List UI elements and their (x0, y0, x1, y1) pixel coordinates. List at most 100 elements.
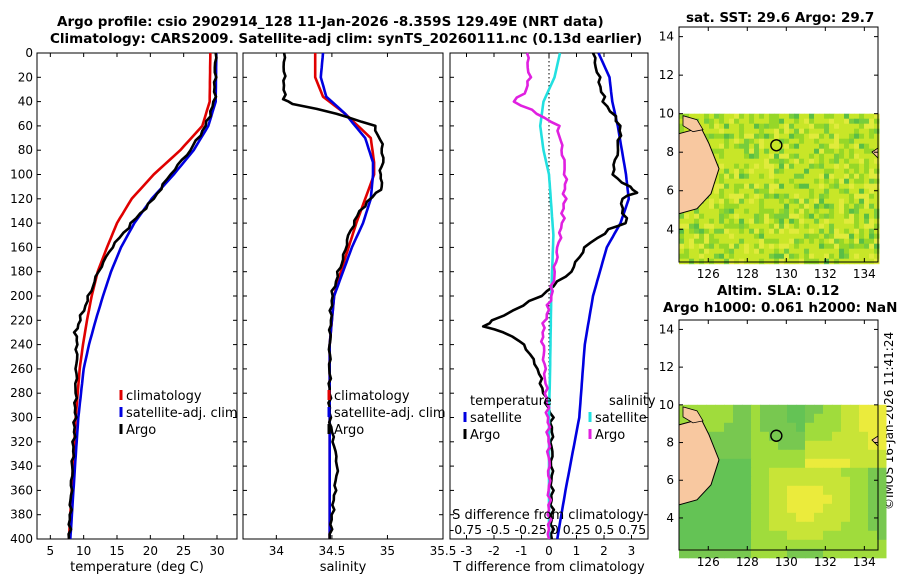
map-grid-cell (814, 188, 820, 195)
map-grid-cell (841, 467, 851, 478)
map-grid-cell (796, 503, 806, 514)
map-grid-cell (789, 228, 795, 235)
map-grid-cell (719, 208, 725, 215)
map-grid-cell (834, 133, 840, 140)
map-grid-cell (794, 143, 800, 150)
map-grid-cell (760, 503, 770, 514)
map-grid-cell (834, 253, 840, 260)
map-grid-cell (809, 158, 815, 165)
map-grid-cell (760, 458, 770, 469)
map-grid-cell (809, 253, 815, 260)
map-grid-cell (694, 258, 700, 265)
map-grid-cell (854, 168, 860, 175)
map-grid-cell (819, 168, 825, 175)
map-grid-cell (824, 163, 830, 170)
map-grid-cell (709, 198, 715, 205)
map-grid-cell (794, 243, 800, 250)
map-grid-cell (829, 163, 835, 170)
map-grid-cell (699, 248, 705, 255)
map-grid-cell (859, 178, 865, 185)
map-grid-cell (706, 494, 716, 505)
map-grid-cell (799, 253, 805, 260)
map-grid-cell (789, 208, 795, 215)
map-grid-cell (864, 193, 870, 200)
map-grid-cell (814, 243, 820, 250)
map-grid-cell (859, 258, 865, 265)
map-grid-cell (854, 188, 860, 195)
map-grid-cell (819, 248, 825, 255)
map-grid-cell (699, 213, 705, 220)
map-grid-cell (859, 233, 865, 240)
map-grid-cell (784, 213, 790, 220)
map-grid-cell (859, 503, 869, 514)
map-grid-cell (824, 248, 830, 255)
map-grid-cell (778, 467, 788, 478)
map-grid-cell (709, 208, 715, 215)
map-grid-cell (874, 143, 880, 150)
map-grid-cell (832, 521, 842, 532)
map-grid-cell (679, 530, 689, 541)
map-grid-cell (874, 203, 880, 210)
map-grid-cell (814, 449, 824, 460)
map-grid-cell (809, 213, 815, 220)
map-grid-cell (864, 203, 870, 210)
map-grid-cell (874, 233, 880, 240)
map-grid-cell (809, 238, 815, 245)
map-grid-cell (719, 148, 725, 155)
diff-legend-label: satellite (595, 411, 647, 426)
map-grid-cell (877, 539, 887, 550)
temperature-xtick-label: 20 (143, 544, 158, 558)
map-grid-cell (859, 548, 869, 559)
map-grid-cell (778, 440, 788, 451)
map-grid-cell (779, 218, 785, 225)
temperature-legend-label: Argo (126, 423, 156, 438)
map-grid-cell (749, 238, 755, 245)
map-grid-cell (809, 133, 815, 140)
map-grid-cell (844, 253, 850, 260)
map-grid-cell (774, 213, 780, 220)
salinity-xtick-label: 35 (380, 544, 395, 558)
map-grid-cell (804, 113, 810, 120)
map-grid-cell (799, 228, 805, 235)
map-grid-cell (823, 431, 833, 442)
map-grid-cell (819, 228, 825, 235)
map-grid-cell (764, 218, 770, 225)
map-grid-cell (794, 178, 800, 185)
map-grid-cell (841, 503, 851, 514)
map-grid-cell (834, 113, 840, 120)
map-grid-cell (719, 183, 725, 190)
map-grid-cell (794, 128, 800, 135)
map-grid-cell (789, 213, 795, 220)
map-grid-cell (824, 208, 830, 215)
map-grid-cell (832, 485, 842, 496)
map-grid-cell (719, 118, 725, 125)
map-grid-cell (749, 258, 755, 265)
map-grid-cell (854, 163, 860, 170)
map-grid-cell (796, 413, 806, 424)
map-grid-cell (874, 198, 880, 205)
map-grid-cell (706, 548, 716, 559)
map-grid-cell (704, 118, 710, 125)
map-grid-cell (759, 208, 765, 215)
map-grid-cell (869, 208, 875, 215)
map-grid-cell (774, 223, 780, 230)
temperature-xtick-label: 30 (209, 544, 224, 558)
map-grid-cell (774, 248, 780, 255)
map-grid-cell (774, 208, 780, 215)
map-grid-cell (844, 233, 850, 240)
map-grid-cell (819, 153, 825, 160)
sla-map-xtick-label: 126 (697, 555, 720, 569)
map-grid-cell (774, 163, 780, 170)
map-grid-cell (749, 228, 755, 235)
map-grid-cell (719, 238, 725, 245)
salinity-axes-box (242, 52, 444, 540)
map-grid-cell (733, 521, 743, 532)
map-grid-cell (744, 153, 750, 160)
map-grid-cell (854, 258, 860, 265)
depth-tick-label: 260 (10, 362, 33, 376)
map-grid-cell (719, 173, 725, 180)
map-grid-cell (869, 248, 875, 255)
map-grid-cell (824, 168, 830, 175)
map-grid-cell (814, 183, 820, 190)
map-grid-cell (814, 208, 820, 215)
